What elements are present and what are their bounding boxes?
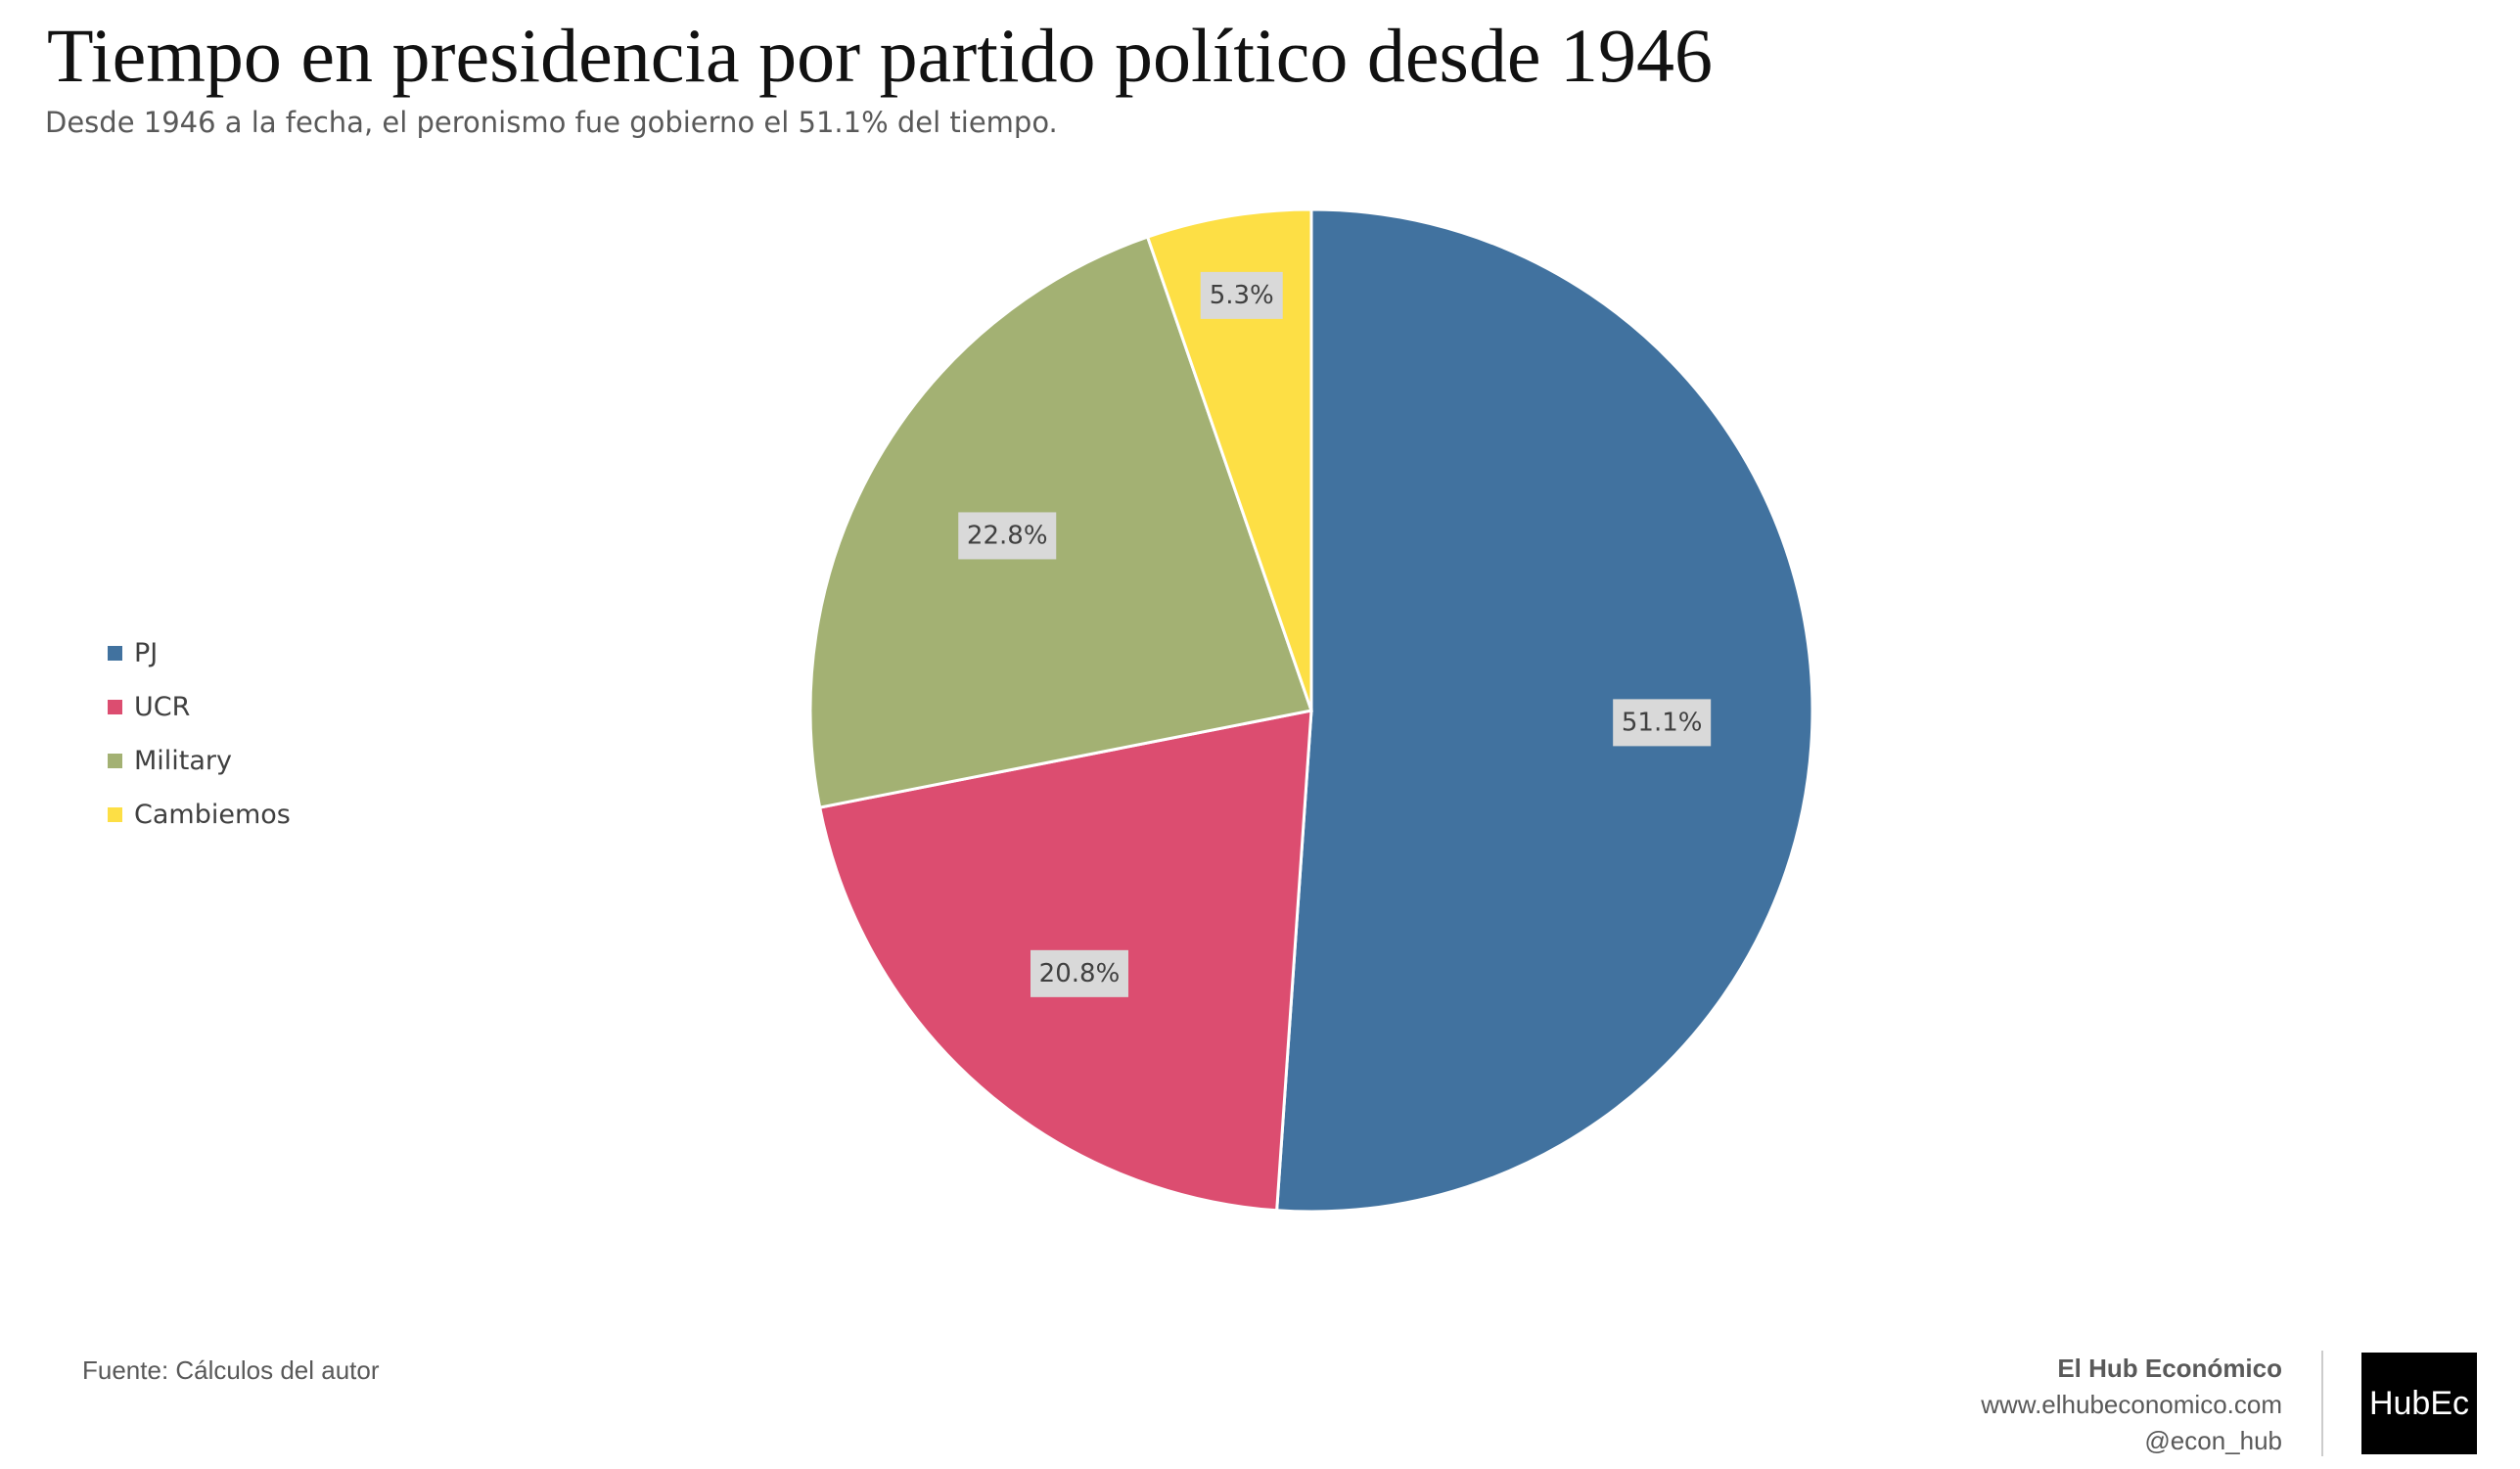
legend-swatch-cambiemos	[108, 807, 122, 822]
data-label-text-cambiemos: 5.3%	[1210, 281, 1274, 310]
legend: PJ UCR Military Cambiemos	[108, 626, 291, 842]
legend-item-cambiemos: Cambiemos	[108, 788, 291, 842]
data-label-box-ucr	[1030, 949, 1128, 997]
data-label-text-ucr: 20.8%	[1039, 959, 1121, 988]
data-label-box-cambiemos	[1200, 271, 1283, 319]
legend-item-pj: PJ	[108, 626, 291, 680]
pie-slice-pj	[1275, 207, 1814, 1214]
data-label-cambiemos: 5.3%	[1200, 271, 1283, 319]
brand-website: www.elhubeconomico.com	[1981, 1390, 2282, 1419]
data-label-box-pj	[1613, 699, 1712, 747]
data-label-box-military	[958, 512, 1057, 560]
data-label-text-military: 22.8%	[967, 521, 1048, 550]
data-label-pj: 51.1%	[1613, 699, 1712, 747]
pie-slice-cambiemos	[1145, 207, 1313, 712]
brand-name: El Hub Económico	[2057, 1354, 2282, 1383]
pie-slice-military	[808, 235, 1313, 809]
brand-logo: HubEc	[2361, 1353, 2477, 1454]
legend-swatch-military	[108, 754, 122, 768]
chart-title: Tiempo en presidencia por partido políti…	[47, 13, 1713, 98]
legend-swatch-pj	[108, 646, 122, 661]
brand-block: El Hub Económico www.elhubeconomico.com …	[1981, 1351, 2282, 1459]
data-label-ucr: 20.8%	[1030, 949, 1128, 997]
pie-chart: 51.1% 20.8% 22.8% 5.3%	[808, 207, 1814, 1214]
brand-handle: @econ_hub	[2144, 1426, 2282, 1455]
legend-swatch-ucr	[108, 700, 122, 714]
legend-item-ucr: UCR	[108, 680, 291, 734]
legend-item-military: Military	[108, 734, 291, 788]
legend-label-pj: PJ	[134, 638, 159, 668]
brand-divider	[2321, 1351, 2323, 1456]
legend-label-ucr: UCR	[134, 692, 191, 722]
legend-label-military: Military	[134, 746, 233, 776]
chart-subtitle: Desde 1946 a la fecha, el peronismo fue …	[45, 106, 1058, 139]
source-note: Fuente: Cálculos del autor	[82, 1355, 380, 1385]
legend-label-cambiemos: Cambiemos	[134, 800, 291, 830]
data-label-text-pj: 51.1%	[1622, 708, 1703, 737]
data-label-military: 22.8%	[958, 512, 1057, 560]
